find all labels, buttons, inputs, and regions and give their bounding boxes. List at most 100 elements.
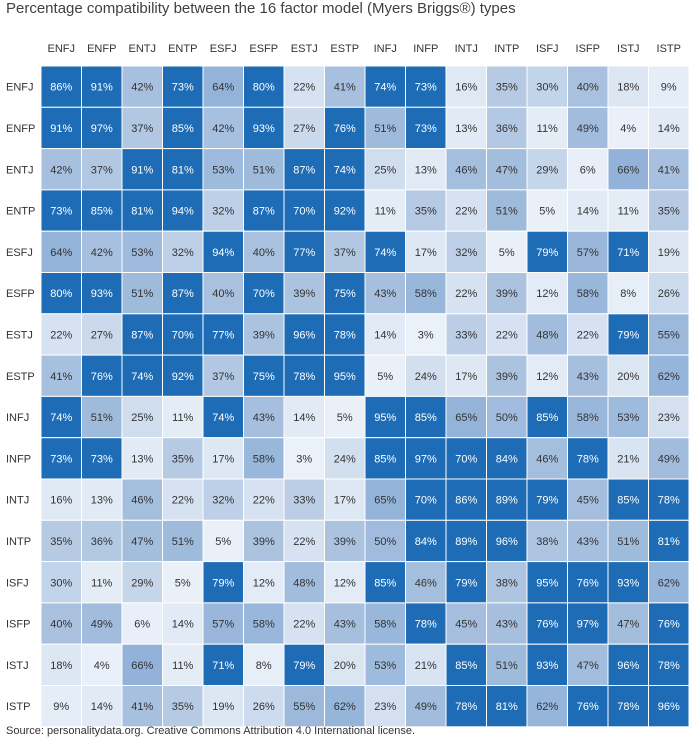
- heatmap-cell-label: 79%: [617, 329, 639, 341]
- heatmap-cell-label: 46%: [536, 453, 558, 465]
- heatmap-cell-label: 11%: [91, 577, 112, 589]
- heatmap-cell-label: 66%: [617, 164, 639, 176]
- heatmap-cell: [486, 602, 528, 645]
- heatmap-cell: [243, 561, 285, 604]
- heatmap-cell-label: 14%: [91, 701, 113, 713]
- heatmap-cell: [283, 148, 325, 191]
- heatmap-cell: [324, 230, 366, 273]
- heatmap-cell: [648, 685, 690, 728]
- heatmap-cell: [162, 395, 204, 439]
- heatmap-cell-label: 14%: [374, 329, 396, 341]
- heatmap-cell-label: 70%: [455, 453, 477, 465]
- heatmap-cell: [486, 519, 528, 563]
- heatmap-cell-label: 43%: [577, 371, 599, 383]
- heatmap-cell: [445, 437, 487, 480]
- heatmap-cell-label: 39%: [253, 329, 275, 341]
- heatmap-cell-label: 91%: [131, 164, 153, 176]
- heatmap-cell-label: 12%: [334, 577, 356, 589]
- heatmap-cell-label: 47%: [496, 164, 518, 176]
- heatmap-cell: [567, 272, 609, 315]
- heatmap-cell: [445, 313, 487, 356]
- heatmap-cell: [486, 106, 528, 150]
- heatmap-cell-label: 35%: [658, 206, 680, 218]
- heatmap-cell-label: 17%: [455, 371, 477, 383]
- heatmap-cell: [283, 643, 325, 687]
- heatmap-cell-label: 53%: [374, 660, 396, 672]
- heatmap-cell-label: 36%: [91, 536, 113, 548]
- row-label-infj: INFJ: [6, 412, 29, 424]
- heatmap-cell: [607, 602, 649, 645]
- heatmap-cell-label: 70%: [415, 495, 437, 507]
- heatmap-cell-label: 51%: [374, 123, 396, 135]
- heatmap-cell-label: 22%: [293, 82, 315, 94]
- heatmap-cell-label: 22%: [455, 288, 477, 300]
- column-label-esfp: ESFP: [249, 43, 278, 55]
- heatmap-cell-label: 94%: [172, 206, 194, 218]
- heatmap-cell-label: 53%: [212, 164, 234, 176]
- heatmap-cell-label: 46%: [455, 164, 477, 176]
- heatmap-cell: [121, 561, 163, 604]
- heatmap-cell: [364, 148, 406, 191]
- heatmap-cell-label: 76%: [334, 123, 356, 135]
- row-label-esfp: ESFP: [6, 288, 35, 300]
- heatmap-cell-label: 27%: [91, 329, 113, 341]
- heatmap-cell-label: 96%: [617, 660, 639, 672]
- heatmap-cell: [405, 643, 447, 687]
- column-label-istp: ISTP: [657, 43, 681, 55]
- heatmap-cell-label: 74%: [374, 247, 396, 259]
- heatmap-cell-label: 57%: [577, 247, 599, 259]
- heatmap-cell-label: 96%: [293, 329, 315, 341]
- heatmap-cell: [121, 685, 163, 728]
- heatmap-cell-label: 9%: [661, 82, 677, 94]
- heatmap-cell-label: 35%: [496, 82, 518, 94]
- column-label-entj: ENTJ: [129, 43, 157, 55]
- column-label-enfp: ENFP: [87, 43, 116, 55]
- heatmap-cell: [202, 519, 244, 563]
- heatmap-cell-label: 58%: [577, 288, 599, 300]
- heatmap-cell-label: 5%: [175, 577, 191, 589]
- heatmap-cell: [405, 354, 447, 397]
- heatmap-cell-label: 12%: [536, 371, 558, 383]
- heatmap-cell-label: 17%: [334, 495, 356, 507]
- heatmap-cell-label: 11%: [537, 123, 558, 135]
- heatmap-cell-label: 55%: [293, 701, 315, 713]
- heatmap-cell: [526, 65, 568, 108]
- heatmap-cell-label: 35%: [172, 453, 194, 465]
- heatmap-cell-label: 12%: [536, 288, 558, 300]
- heatmap-cell-label: 50%: [496, 412, 518, 424]
- heatmap-cell-label: 85%: [415, 412, 437, 424]
- heatmap-cell: [405, 478, 447, 521]
- heatmap-cell-label: 22%: [172, 495, 194, 507]
- heatmap-cell: [648, 478, 690, 521]
- heatmap-cell: [648, 437, 690, 480]
- heatmap-cell: [243, 478, 285, 521]
- heatmap-cell: [526, 643, 568, 687]
- heatmap-cell-label: 25%: [131, 412, 153, 424]
- heatmap-cell: [648, 148, 690, 191]
- heatmap-cell: [445, 65, 487, 108]
- heatmap-cell: [162, 354, 204, 397]
- heatmap-cell-label: 13%: [455, 123, 477, 135]
- heatmap-cell: [283, 65, 325, 108]
- heatmap-cell-label: 47%: [131, 536, 153, 548]
- heatmap-cell: [567, 437, 609, 480]
- heatmap-cell: [567, 478, 609, 521]
- heatmap-cell: [121, 602, 163, 645]
- heatmap-cell-label: 87%: [293, 164, 315, 176]
- heatmap-cell-label: 85%: [455, 660, 477, 672]
- heatmap-cell-label: 37%: [91, 164, 113, 176]
- heatmap-cell-label: 92%: [172, 371, 194, 383]
- column-label-istj: ISTJ: [617, 43, 640, 55]
- heatmap-cell: [40, 313, 82, 356]
- heatmap-cell-label: 32%: [212, 495, 234, 507]
- heatmap-cell: [243, 437, 285, 480]
- heatmap-cell: [121, 189, 163, 232]
- heatmap-cell-label: 45%: [577, 495, 599, 507]
- heatmap-cell-label: 43%: [496, 619, 518, 631]
- heatmap-cell-label: 51%: [131, 288, 153, 300]
- heatmap-cell-label: 95%: [334, 371, 356, 383]
- heatmap-cell-label: 35%: [415, 206, 437, 218]
- heatmap-cell: [202, 395, 244, 439]
- heatmap-cell-label: 38%: [496, 577, 518, 589]
